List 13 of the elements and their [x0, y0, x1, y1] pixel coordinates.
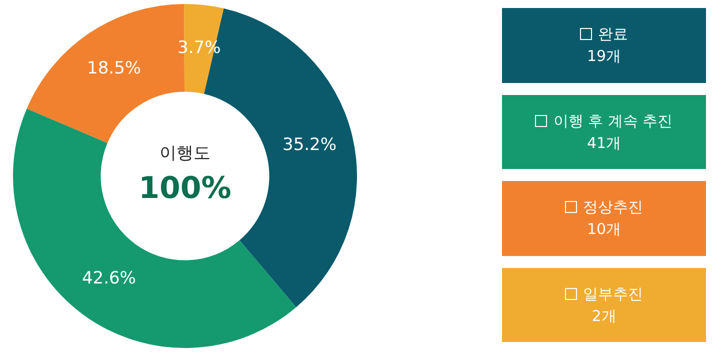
text: 41개: [586, 132, 622, 154]
legend-label: 정상추진: [583, 197, 643, 218]
text: 10개: [586, 219, 622, 240]
text: 100%: [138, 170, 232, 206]
text: 이행도: [160, 143, 210, 164]
data-label: 42.6%: [82, 268, 136, 289]
data-label: 35.2%: [282, 135, 337, 156]
legend-label: 이행 후 계속 추진: [553, 110, 673, 132]
legend-label: 완료: [598, 24, 628, 46]
legend-label: 일부추진: [583, 284, 643, 305]
data-label: 18.5%: [87, 58, 142, 79]
text: 19개: [586, 46, 622, 68]
text: 2개: [592, 306, 616, 327]
